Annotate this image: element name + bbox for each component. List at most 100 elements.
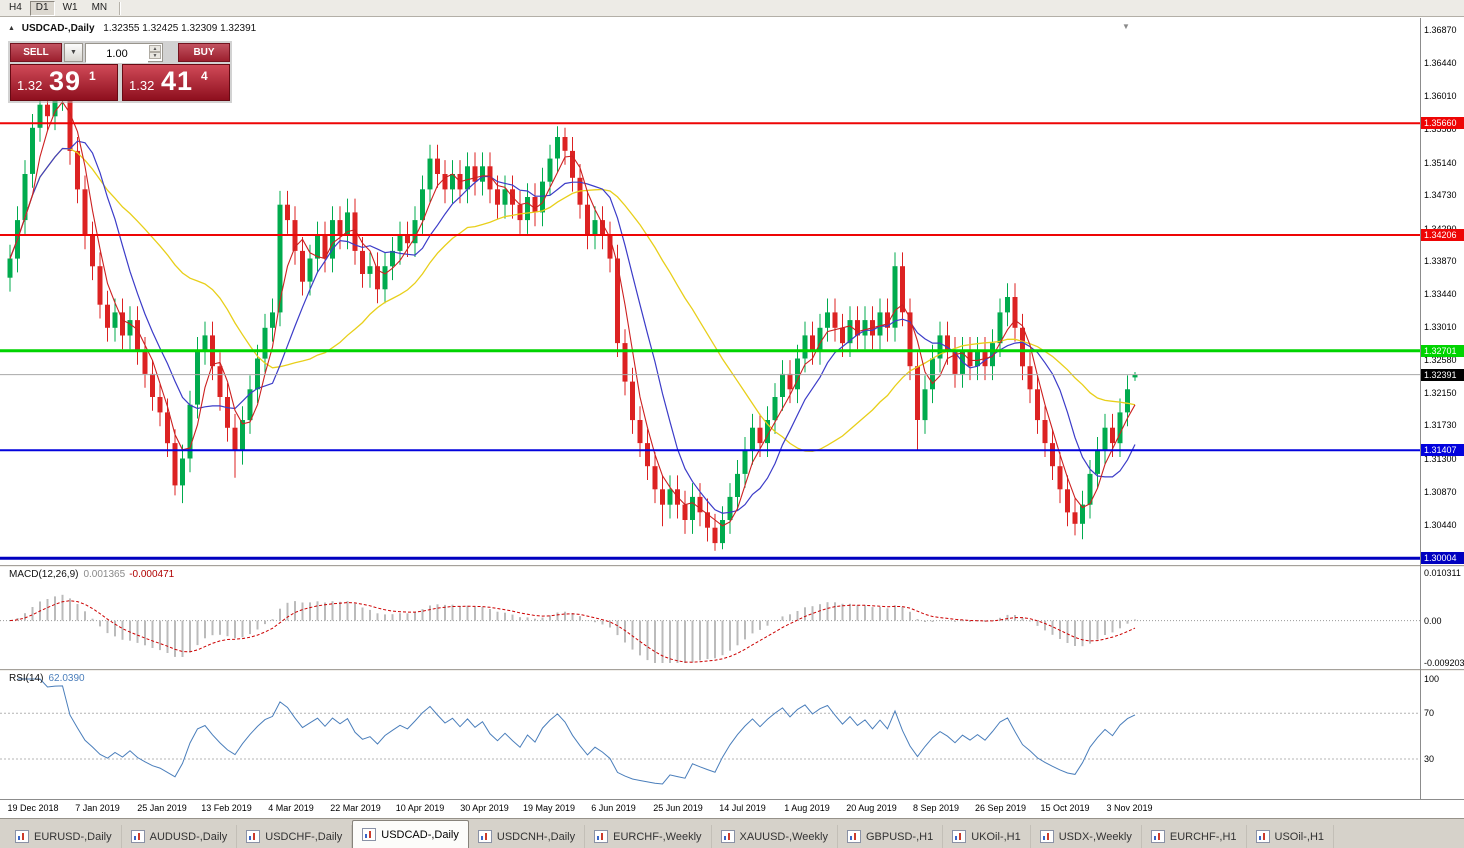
tab-label: USDCAD-,Daily bbox=[381, 828, 459, 841]
sell-button[interactable]: SELL bbox=[10, 43, 62, 62]
lot-size-input[interactable] bbox=[86, 45, 148, 63]
chart-tab-usoil-h1[interactable]: USOil-,H1 bbox=[1247, 825, 1335, 848]
chart-icon bbox=[594, 830, 609, 843]
lot-spinner[interactable]: ▲ ▼ bbox=[149, 45, 161, 59]
price-level-tag[interactable]: 1.31407 bbox=[1421, 444, 1464, 457]
price-tick: 1.36870 bbox=[1424, 25, 1457, 36]
time-axis-separator bbox=[0, 799, 1464, 800]
macd-axis-label: 0.010311 bbox=[1424, 568, 1461, 578]
price-tick: 1.35140 bbox=[1424, 158, 1457, 169]
time-axis-label: 20 Aug 2019 bbox=[846, 803, 897, 813]
price-level-tag[interactable]: 1.34206 bbox=[1421, 229, 1464, 241]
macd-main-value: 0.001365 bbox=[83, 569, 126, 580]
chart-tab-eurchf-weekly[interactable]: EURCHF-,Weekly bbox=[585, 825, 712, 848]
rsi-indicator[interactable] bbox=[0, 670, 1420, 799]
price-tick: 1.30440 bbox=[1424, 519, 1457, 530]
buy-price-display[interactable]: 1.32 41 4 bbox=[122, 64, 230, 101]
price-tick: 1.34730 bbox=[1424, 189, 1457, 200]
chart-tab-eurchf-h1[interactable]: EURCHF-,H1 bbox=[1142, 825, 1247, 848]
macd-indicator[interactable] bbox=[0, 566, 1420, 668]
chart-icon bbox=[846, 830, 861, 843]
price-tick: 1.35580 bbox=[1424, 124, 1457, 135]
tab-label: GBPUSD-,H1 bbox=[865, 830, 934, 843]
chart-tab-ukoil-h1[interactable]: UKOil-,H1 bbox=[943, 825, 1031, 848]
tab-label: USDCNH-,Daily bbox=[496, 830, 576, 843]
lot-dropdown-button[interactable]: ▼ bbox=[64, 43, 83, 62]
tab-label: EURUSD-,Daily bbox=[34, 830, 112, 843]
chart-tab-usdx-weekly[interactable]: USDX-,Weekly bbox=[1031, 825, 1142, 848]
lot-decrease-icon[interactable]: ▼ bbox=[149, 52, 161, 59]
time-axis-label: 4 Mar 2019 bbox=[268, 803, 314, 813]
buy-button[interactable]: BUY bbox=[178, 43, 230, 62]
price-level-tag[interactable]: 1.32701 bbox=[1421, 344, 1464, 357]
chart-symbol-title: USDCAD-,Daily bbox=[21, 23, 95, 34]
time-axis-label: 19 Dec 2018 bbox=[7, 803, 59, 813]
tab-label: EURCHF-,Weekly bbox=[613, 830, 702, 843]
timeframe-w1[interactable]: W1 bbox=[56, 0, 84, 16]
chart-icon bbox=[362, 828, 377, 841]
rsi-label: RSI(14) 62.0390 bbox=[9, 673, 85, 684]
chart-icon bbox=[477, 830, 492, 843]
time-axis-label: 13 Feb 2019 bbox=[201, 803, 252, 813]
time-axis-label: 14 Jul 2019 bbox=[719, 803, 766, 813]
price-tick: 1.30870 bbox=[1424, 486, 1457, 497]
tab-label: UKOil-,H1 bbox=[971, 830, 1021, 843]
tab-label: EURCHF-,H1 bbox=[1169, 830, 1237, 843]
pane-separator[interactable] bbox=[0, 669, 1464, 671]
collapse-panel-icon[interactable]: ▲ bbox=[8, 25, 15, 32]
time-axis-label: 3 Nov 2019 bbox=[1106, 803, 1153, 813]
price-tick: 1.32150 bbox=[1424, 388, 1457, 399]
time-axis-label: 8 Sep 2019 bbox=[912, 803, 960, 813]
timeframe-h4[interactable]: H4 bbox=[3, 0, 28, 16]
chart-shift-marker[interactable]: ▼ bbox=[1122, 22, 1130, 31]
one-click-trading-panel: SELL ▼ ▲▼ BUY 1.32 39 1 1.32 41 4 bbox=[8, 41, 232, 103]
lot-size-field[interactable]: ▲▼ bbox=[85, 43, 163, 63]
time-axis[interactable]: 19 Dec 2018 7 Jan 2019 25 Jan 2019 13 Feb 2… bbox=[0, 800, 1420, 818]
chart-ohlc-values: 1.32355 1.32425 1.32309 1.32391 bbox=[103, 23, 257, 34]
pane-separator[interactable] bbox=[0, 565, 1464, 567]
price-axis[interactable]: 1.36870 1.36440 1.36010 1.35580 1.35140 1.347… bbox=[1421, 18, 1464, 799]
chart-window[interactable]: ▲ USDCAD-,Daily 1.32355 1.32425 1.32309 … bbox=[0, 18, 1464, 818]
tab-label: USDX-,Weekly bbox=[1058, 830, 1132, 843]
time-axis-label: 25 Jan 2019 bbox=[137, 803, 187, 813]
rsi-axis-label: 70 bbox=[1424, 708, 1435, 719]
price-tick: 1.31300 bbox=[1424, 453, 1457, 464]
chart-tab-eurusd-daily[interactable]: EURUSD-,Daily bbox=[6, 825, 122, 848]
chart-tabs-bar: EURUSD-,Daily AUDUSD-,Daily USDCHF-,Daily U… bbox=[0, 818, 1464, 848]
timeframe-mn[interactable]: MN bbox=[85, 0, 114, 16]
rsi-name: RSI(14) bbox=[9, 673, 44, 684]
lot-increase-icon[interactable]: ▲ bbox=[149, 45, 161, 52]
price-tick: 1.36010 bbox=[1424, 91, 1457, 102]
chart-tab-usdchf-daily[interactable]: USDCHF-,Daily bbox=[237, 825, 353, 848]
chart-tab-xauusd-weekly[interactable]: XAUUSD-,Weekly bbox=[712, 825, 838, 848]
macd-label: MACD(12,26,9) 0.001365 -0.000471 bbox=[9, 569, 174, 580]
chart-icon bbox=[952, 830, 967, 843]
tab-label: USDCHF-,Daily bbox=[265, 830, 343, 843]
time-axis-label: 10 Apr 2019 bbox=[395, 803, 445, 813]
current-price-tag: 1.32391 bbox=[1421, 368, 1464, 381]
price-tick: 1.34290 bbox=[1424, 224, 1457, 234]
sell-price-point: 1 bbox=[89, 69, 96, 83]
buy-price-prefix: 1.32 bbox=[129, 78, 155, 93]
time-axis-label: 30 Apr 2019 bbox=[460, 803, 509, 813]
price-level-tag[interactable]: 1.35660 bbox=[1421, 117, 1464, 130]
buy-price-point: 4 bbox=[201, 69, 208, 83]
time-axis-label: 6 Jun 2019 bbox=[591, 803, 636, 813]
candlestick-chart[interactable] bbox=[0, 24, 1420, 565]
macd-name: MACD(12,26,9) bbox=[9, 569, 79, 580]
chart-icon bbox=[720, 830, 735, 843]
chart-ohlc-header: ▲ USDCAD-,Daily 1.32355 1.32425 1.32309 … bbox=[8, 23, 256, 34]
time-axis-label: 15 Oct 2019 bbox=[1040, 803, 1090, 813]
timeframe-d1[interactable]: D1 bbox=[29, 0, 55, 16]
chart-tab-usdcnh-daily[interactable]: USDCNH-,Daily bbox=[469, 825, 586, 848]
chart-tab-audusd-daily[interactable]: AUDUSD-,Daily bbox=[122, 825, 238, 848]
tab-label: USOil-,H1 bbox=[1274, 830, 1325, 843]
sell-price-prefix: 1.32 bbox=[17, 78, 43, 93]
price-level-tag[interactable]: 1.30004 bbox=[1421, 552, 1464, 565]
price-tick: 1.33010 bbox=[1424, 322, 1457, 332]
chart-tab-usdcad-daily[interactable]: USDCAD-,Daily bbox=[352, 820, 469, 848]
buy-price-pips: 41 bbox=[161, 66, 194, 96]
macd-signal-value: -0.000471 bbox=[129, 569, 175, 580]
sell-price-display[interactable]: 1.32 39 1 bbox=[10, 64, 118, 101]
chart-tab-gbpusd-h1[interactable]: GBPUSD-,H1 bbox=[838, 825, 944, 848]
